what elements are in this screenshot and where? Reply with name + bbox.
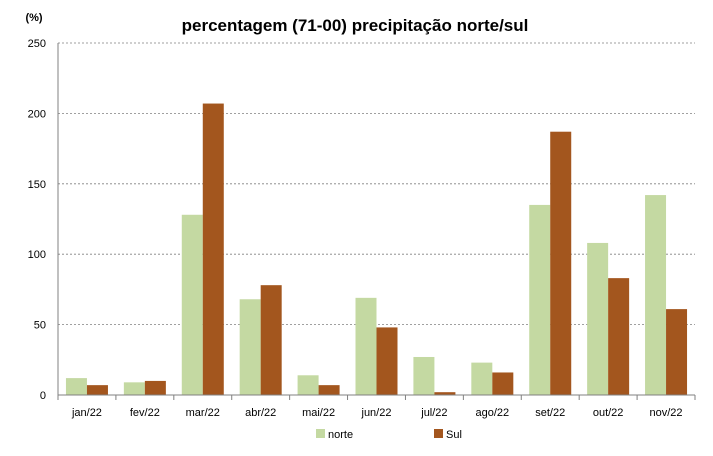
- bar-norte-mai-22: [297, 375, 319, 395]
- bar-sul-nov-22: [666, 309, 688, 395]
- y-tick-label: 150: [28, 179, 46, 191]
- legend: norte Sul: [316, 429, 462, 441]
- bar-sul-jan-22: [86, 385, 108, 395]
- y-axis-ticks: 0 50 100 150 200 250: [28, 38, 46, 402]
- y-tick-label: 0: [40, 390, 46, 402]
- bar-norte-set-22: [529, 204, 551, 395]
- x-axis-ticks: jan/22 fev/22 mar/22 abr/22 mai/22 jun/22 jul/…: [71, 407, 683, 419]
- x-tick-label: jan/22: [71, 407, 102, 419]
- x-tick-label: nov/22: [650, 407, 683, 419]
- legend-swatch-sul: [434, 429, 443, 438]
- bar-sul-jul-22: [434, 392, 456, 395]
- bar-norte-mar-22: [181, 214, 203, 395]
- bar-sul-out-22: [608, 278, 630, 395]
- x-tick-label: fev/22: [130, 407, 160, 419]
- legend-label-norte: norte: [328, 429, 353, 441]
- x-tick-label: out/22: [593, 407, 624, 419]
- legend-label-sul: Sul: [446, 429, 462, 441]
- bar-sul-mar-22: [202, 103, 224, 395]
- x-tick-label: ago/22: [475, 407, 509, 419]
- y-tick-label: 100: [28, 249, 46, 261]
- y-tick-label: 50: [34, 320, 46, 332]
- bar-norte-out-22: [587, 242, 609, 395]
- bar-norte-nov-22: [645, 195, 667, 395]
- bar-sul-mai-22: [318, 385, 340, 395]
- bar-norte-jun-22: [355, 297, 377, 395]
- x-tick-label: mai/22: [302, 407, 335, 419]
- bars: [65, 103, 688, 396]
- x-tick-label: jun/22: [361, 407, 392, 419]
- y-tick-label: 250: [28, 38, 46, 50]
- bar-sul-ago-22: [492, 372, 514, 395]
- chart-title: percentagem (71-00) precipitação norte/s…: [182, 16, 529, 35]
- axes: [57, 43, 696, 400]
- legend-swatch-norte: [316, 429, 325, 438]
- y-tick-label: 200: [28, 108, 46, 120]
- x-tick-label: mar/22: [186, 407, 220, 419]
- bar-norte-fev-22: [123, 382, 145, 395]
- bar-norte-jan-22: [65, 378, 87, 395]
- y-axis-unit-label: (%): [25, 12, 42, 24]
- x-tick-label: abr/22: [245, 407, 276, 419]
- bar-sul-abr-22: [260, 285, 282, 395]
- bar-norte-ago-22: [471, 362, 493, 395]
- bar-sul-jun-22: [376, 327, 398, 395]
- bar-norte-jul-22: [413, 356, 435, 395]
- x-tick-label: set/22: [535, 407, 565, 419]
- bar-sul-fev-22: [144, 380, 166, 395]
- x-tick-label: jul/22: [420, 407, 447, 419]
- bar-norte-abr-22: [239, 299, 261, 395]
- bar-sul-set-22: [550, 131, 572, 396]
